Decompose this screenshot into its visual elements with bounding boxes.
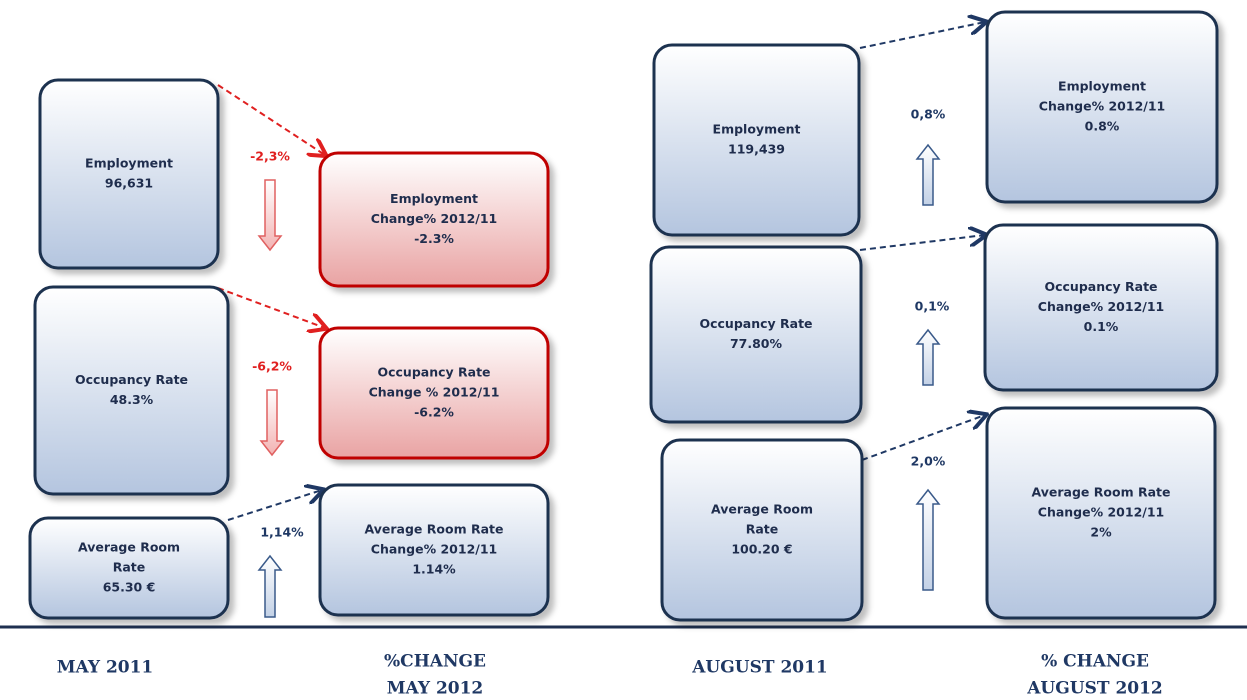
dashed-arrow (861, 415, 985, 461)
box-shape (652, 43, 861, 237)
box-text: Change% 2012/11 (1038, 299, 1164, 314)
box-text: Average Room (711, 502, 813, 517)
box: Occupancy Rate Change% 2012/11 0.1% (983, 223, 1219, 392)
box-text: 77.80% (730, 336, 783, 351)
box: Average Room Rate Change% 2012/11 1.14% (318, 483, 550, 617)
box-text: Employment (390, 191, 478, 206)
box-shape (985, 406, 1217, 620)
box-text: Change% 2012/11 (1038, 505, 1164, 520)
box-text: Average Room Rate (365, 522, 504, 537)
dashed-arrow (217, 84, 325, 155)
box-text: 119,439 (728, 142, 785, 157)
column-label: AUGUST 2011 (691, 658, 828, 678)
box-text: Employment (713, 122, 801, 137)
box: Employment 96,631 (38, 78, 220, 270)
box-shape (318, 483, 550, 617)
box: Occupancy Rate 77.80% (649, 245, 863, 424)
box-text: Rate (113, 560, 146, 575)
change-label: 2,0% (911, 454, 946, 469)
box: Employment Change% 2012/11 0.8% (985, 10, 1219, 204)
change-label: 1,14% (260, 525, 304, 540)
box: Average Room Rate Change% 2012/11 2% (985, 406, 1217, 620)
box-text: Occupancy Rate (377, 365, 490, 380)
box-text: Change% 2012/11 (371, 211, 497, 226)
box: Average Room Rate 65.30 € (28, 516, 230, 620)
block-arrow (257, 554, 283, 618)
box-shape (38, 78, 220, 270)
box-text: Change% 2012/11 (1039, 99, 1165, 114)
change-label: -6,2% (252, 359, 292, 374)
box-shape (33, 285, 230, 496)
dashed-arrow (859, 235, 985, 251)
box-text: 0.1% (1084, 319, 1119, 334)
block-arrow (915, 143, 941, 206)
box-text: 2% (1090, 525, 1112, 540)
column-label: MAY 2012 (387, 679, 484, 699)
box: Employment Change% 2012/11 -2.3% (318, 151, 550, 288)
block-arrow (915, 488, 941, 591)
box-text: 100.20 € (731, 542, 792, 557)
box-text: 0.8% (1085, 119, 1120, 134)
dashed-arrow (227, 490, 322, 521)
column-label: %CHANGE (384, 652, 486, 672)
box-text: -2.3% (414, 231, 454, 246)
box-text: -6.2% (414, 405, 454, 420)
box-shape (983, 223, 1219, 392)
change-label: 0,8% (911, 107, 946, 122)
box-shape (28, 516, 230, 620)
box-text: Occupancy Rate (75, 372, 188, 387)
box-text: Change % 2012/11 (369, 385, 500, 400)
box: Occupancy Rate Change % 2012/11 -6.2% (318, 326, 550, 460)
block-arrow (259, 389, 285, 457)
box-shape (660, 438, 864, 622)
box-text: 96,631 (105, 176, 153, 191)
box: Occupancy Rate 48.3% (33, 285, 230, 496)
column-label: AUGUST 2012 (1026, 679, 1163, 699)
box-text: Employment (85, 156, 173, 171)
block-arrow (915, 328, 941, 386)
box-text: 48.3% (110, 392, 154, 407)
box-shape (318, 326, 550, 460)
box-shape (318, 151, 550, 288)
change-label: -2,3% (250, 149, 290, 164)
column-label: % CHANGE (1041, 652, 1149, 672)
box-shape (985, 10, 1219, 204)
box-text: Change% 2012/11 (371, 542, 497, 557)
box-text: Rate (746, 522, 779, 537)
box-shape (649, 245, 863, 424)
box-text: Employment (1058, 79, 1146, 94)
box-text: Occupancy Rate (699, 316, 812, 331)
box-text: 65.30 € (103, 580, 156, 595)
box: Average Room Rate 100.20 € (660, 438, 864, 622)
change-label: 0,1% (915, 299, 950, 314)
box-text: 1.14% (412, 562, 456, 577)
dashed-arrow (859, 22, 985, 49)
block-arrow (257, 179, 283, 252)
box-text: Occupancy Rate (1044, 279, 1157, 294)
box-text: Average Room Rate (1032, 485, 1171, 500)
dashed-arrow (217, 287, 325, 328)
box: Employment 119,439 (652, 43, 861, 237)
column-label: MAY 2011 (57, 658, 154, 678)
box-text: Average Room (78, 540, 180, 555)
